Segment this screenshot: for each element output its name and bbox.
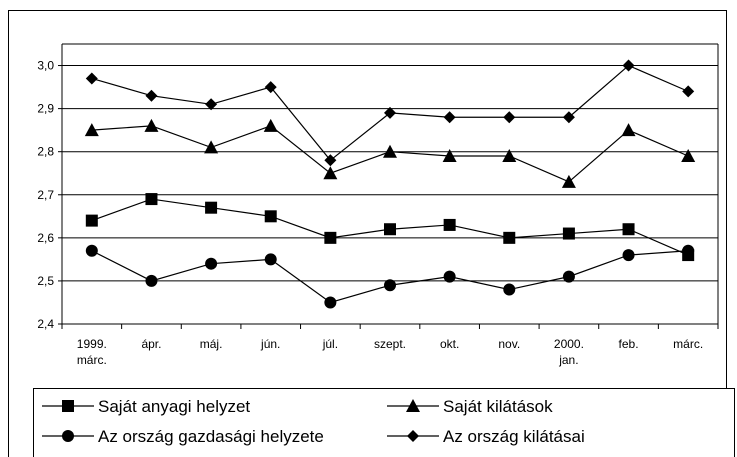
marker: [443, 218, 456, 231]
x-tick-label: okt.: [440, 337, 459, 351]
marker: [145, 274, 158, 287]
marker: [264, 210, 277, 223]
marker: [622, 59, 635, 72]
marker: [443, 111, 456, 124]
marker: [324, 296, 337, 309]
marker: [442, 149, 457, 162]
x-tick-label: máj.: [200, 337, 223, 351]
marker: [84, 123, 99, 137]
marker: [85, 244, 98, 257]
marker: [145, 193, 158, 206]
marker: [85, 214, 98, 227]
y-tick-label: 2,9: [37, 102, 54, 116]
marker: [407, 430, 419, 442]
series-line: [91, 250, 689, 304]
x-tick-label: márc.: [673, 337, 703, 351]
marker: [324, 154, 337, 167]
marker: [383, 144, 397, 158]
marker: [682, 244, 695, 257]
marker: [384, 106, 396, 119]
marker: [621, 123, 636, 137]
marker: [264, 81, 277, 94]
marker: [681, 149, 696, 162]
marker: [62, 400, 74, 412]
y-tick-label: 2,8: [37, 145, 54, 159]
x-tick-label: 1999. márc.: [77, 337, 107, 367]
marker: [144, 118, 159, 132]
marker: [204, 140, 219, 154]
marker: [205, 257, 218, 270]
marker: [443, 270, 456, 283]
marker: [561, 174, 576, 188]
marker: [323, 166, 338, 180]
x-tick-label: nov.: [498, 337, 520, 351]
legend-box: [33, 388, 735, 457]
marker: [562, 270, 575, 283]
legend-label: Saját kilátások: [443, 397, 553, 416]
x-tick-label: szept.: [374, 337, 406, 351]
marker: [62, 430, 74, 442]
marker: [503, 283, 516, 296]
marker: [384, 223, 396, 236]
y-tick-label: 3,0: [37, 59, 54, 73]
x-tick-label: jún.: [260, 337, 280, 351]
marker: [562, 111, 575, 124]
x-tick-label: júl.: [322, 337, 338, 351]
legend-label: Saját anyagi helyzet: [98, 397, 250, 416]
y-tick-label: 2,6: [37, 231, 54, 245]
y-tick-label: 2,7: [37, 188, 54, 202]
marker: [503, 231, 516, 244]
marker: [502, 149, 517, 162]
marker: [263, 118, 278, 132]
marker: [562, 227, 575, 240]
marker: [205, 201, 218, 214]
marker: [384, 279, 396, 292]
marker: [205, 98, 218, 111]
y-tick-label: 2,4: [37, 317, 54, 331]
y-tick-label: 2,5: [37, 274, 54, 288]
marker: [264, 253, 277, 266]
marker: [406, 399, 420, 412]
marker: [682, 85, 695, 98]
marker: [622, 223, 635, 236]
marker: [622, 249, 635, 262]
chart-frame: [8, 10, 727, 457]
x-tick-label: ápr.: [141, 337, 161, 351]
marker: [85, 72, 98, 85]
marker: [324, 231, 337, 244]
marker: [503, 111, 516, 124]
x-tick-label: 2000. jan.: [554, 337, 584, 367]
legend-label: Az ország kilátásai: [443, 427, 585, 446]
x-tick-label: feb.: [619, 337, 639, 351]
legend-label: Az ország gazdasági helyzete: [98, 427, 324, 446]
marker: [145, 89, 158, 102]
